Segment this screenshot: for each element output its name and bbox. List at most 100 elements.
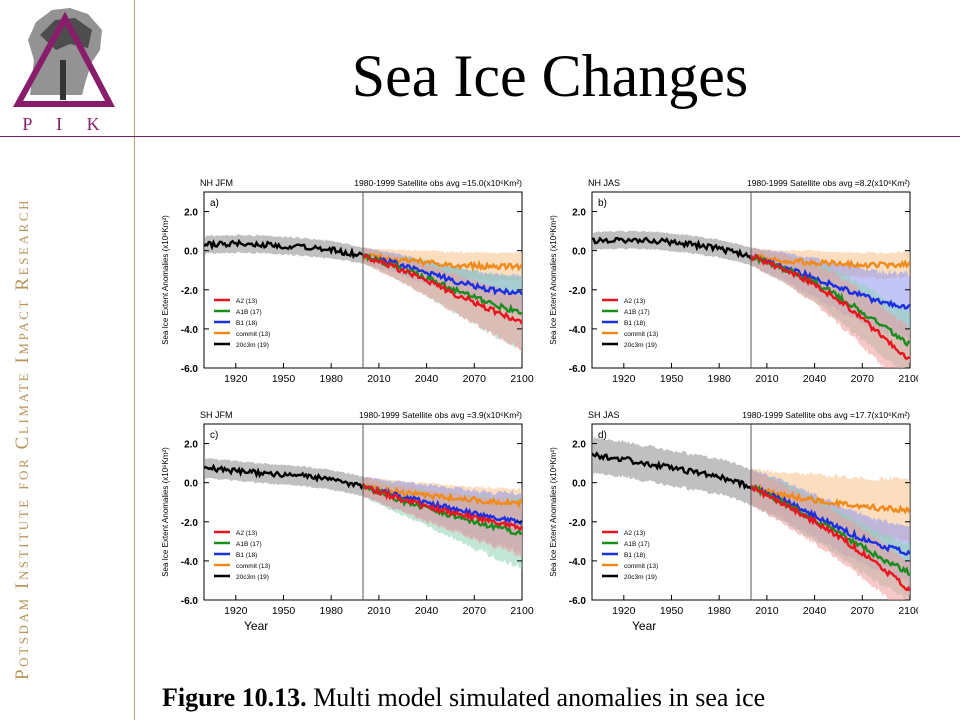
legend-label-20c3m: 20c3m (19) — [236, 342, 269, 349]
plot-area — [204, 457, 522, 570]
y-tick-label: 2.0 — [572, 208, 586, 219]
y-tick-label: -4.0 — [181, 557, 199, 568]
y-tick-label: -4.0 — [569, 557, 587, 568]
y-tick-label: -4.0 — [181, 325, 199, 336]
x-tick-label: 2010 — [367, 373, 391, 385]
panel-obs-label: 1980-1999 Satellite obs avg =3.9(x10⁶Km²… — [359, 410, 522, 420]
slide-title: Sea Ice Changes — [351, 43, 749, 109]
x-tick-label: 2100 — [898, 605, 918, 617]
y-tick-label: -6.0 — [569, 596, 587, 607]
envelope-20c3m — [592, 437, 751, 506]
x-tick-label: 2010 — [367, 605, 391, 617]
legend-label-commit: commit (13) — [236, 563, 270, 570]
pik-logo: P I K — [0, 0, 135, 138]
legend-label-A2: A2 (13) — [624, 298, 645, 305]
sea-ice-figure: NH JFM 1980-1999 Satellite obs avg =15.0(… — [148, 172, 922, 642]
plot-area — [592, 230, 910, 368]
org-name-band: Potsdam Institute for Climate Impact Res… — [2, 170, 40, 690]
org-name: Potsdam Institute for Climate Impact Res… — [12, 198, 33, 680]
y-tick-label: -2.0 — [569, 518, 587, 529]
plot-area — [204, 234, 522, 353]
panel-letter: b) — [598, 198, 607, 209]
legend-label-A2: A2 (13) — [236, 530, 257, 537]
x-tick-label: 2040 — [415, 373, 439, 385]
legend-label-20c3m: 20c3m (19) — [624, 574, 657, 581]
y-tick-label: 2.0 — [184, 208, 198, 219]
legend-label-commit: commit (13) — [624, 331, 658, 338]
series-line-20c3m — [204, 463, 365, 491]
x-tick-label: 1950 — [660, 373, 684, 385]
legend-label-commit: commit (13) — [624, 563, 658, 570]
series-line-B1 — [749, 483, 910, 556]
x-tick-label: 1980 — [708, 605, 732, 617]
logo-triangle — [12, 11, 115, 107]
chart-panel-b: NH JAS 1980-1999 Satellite obs avg =8.2(x… — [549, 178, 922, 385]
x-tick-label: 1920 — [612, 373, 636, 385]
series-line-commit — [750, 483, 910, 515]
series-line-20c3m — [592, 236, 753, 260]
y-tick-label: 0.0 — [184, 247, 198, 258]
series-line-A2 — [362, 253, 522, 325]
y-tick-label: 0.0 — [184, 479, 198, 490]
x-tick-label: 1920 — [224, 373, 248, 385]
y-tick-label: -2.0 — [569, 286, 587, 297]
x-tick-label: 1980 — [320, 605, 344, 617]
y-tick-label: 0.0 — [572, 479, 586, 490]
x-tick-label: 2100 — [510, 373, 534, 385]
panel-letter: c) — [210, 430, 218, 441]
legend-label-A2: A2 (13) — [236, 298, 257, 305]
figure-caption: Figure 10.13. Multi model simulated anom… — [162, 680, 960, 716]
panel-letter: d) — [598, 430, 607, 441]
legend-label-A1B: A1B (17) — [624, 309, 650, 316]
x-tick-label: 2070 — [851, 605, 875, 617]
y-tick-label: -6.0 — [181, 364, 199, 375]
legend-label-A1B: A1B (17) — [236, 541, 262, 548]
x-tick-label: 1920 — [224, 605, 248, 617]
envelope-A2 — [363, 247, 522, 353]
panel-obs-label: 1980-1999 Satellite obs avg =17.7(x10⁶Km… — [742, 410, 910, 420]
envelope-20c3m — [592, 230, 751, 266]
chart-panel-d: SH JAS 1980-1999 Satellite obs avg =17.7(… — [549, 410, 922, 633]
x-tick-label: 2070 — [463, 373, 487, 385]
y-axis-label: Sea Ice Extent Anomalies (x10⁶Km²) — [161, 215, 170, 345]
chart-panel-a: NH JFM 1980-1999 Satellite obs avg =15.0(… — [161, 178, 534, 385]
logo-text: P I K — [22, 114, 109, 134]
x-tick-label: 2070 — [463, 605, 487, 617]
x-tick-label: 2100 — [510, 605, 534, 617]
x-axis-label: Year — [244, 619, 268, 633]
legend-label-A2: A2 (13) — [624, 530, 645, 537]
panel-region-label: SH JAS — [588, 410, 620, 420]
legend-label-A1B: A1B (17) — [624, 541, 650, 548]
y-tick-label: -2.0 — [181, 518, 199, 529]
x-tick-label: 2040 — [803, 605, 827, 617]
x-tick-label: 2100 — [898, 373, 918, 385]
envelope-A2 — [751, 247, 910, 368]
series-line-commit — [361, 483, 522, 509]
x-tick-label: 1950 — [272, 605, 296, 617]
x-tick-label: 1950 — [272, 373, 296, 385]
x-tick-label: 2010 — [755, 373, 779, 385]
series-line-A2 — [749, 484, 910, 592]
panel-obs-label: 1980-1999 Satellite obs avg =8.2(x10⁶Km²… — [747, 178, 910, 188]
y-tick-label: -6.0 — [181, 596, 199, 607]
legend-label-commit: commit (13) — [236, 331, 270, 338]
series-line-20c3m — [204, 238, 364, 260]
panel-region-label: NH JFM — [200, 178, 233, 188]
vertical-divider — [134, 0, 135, 720]
y-tick-label: -2.0 — [181, 286, 199, 297]
x-tick-label: 1950 — [660, 605, 684, 617]
series-line-B1 — [362, 253, 522, 296]
legend-label-20c3m: 20c3m (19) — [624, 342, 657, 349]
x-tick-label: 2010 — [755, 605, 779, 617]
panel-region-label: SH JFM — [200, 410, 233, 420]
panel-letter: a) — [210, 198, 219, 209]
plot-area — [592, 437, 910, 600]
series-line-20c3m — [592, 451, 752, 490]
panel-obs-label: 1980-1999 Satellite obs avg =15.0(x10⁶Km… — [354, 178, 522, 188]
y-tick-label: 2.0 — [184, 440, 198, 451]
y-axis-label: Sea Ice Extent Anomalies (x10⁶Km²) — [549, 215, 558, 345]
caption-text: Multi model simulated anomalies in sea i… — [306, 683, 766, 712]
x-tick-label: 1980 — [320, 373, 344, 385]
y-axis-label: Sea Ice Extent Anomalies (x10⁶Km²) — [161, 447, 170, 577]
envelope-A2 — [751, 468, 910, 600]
